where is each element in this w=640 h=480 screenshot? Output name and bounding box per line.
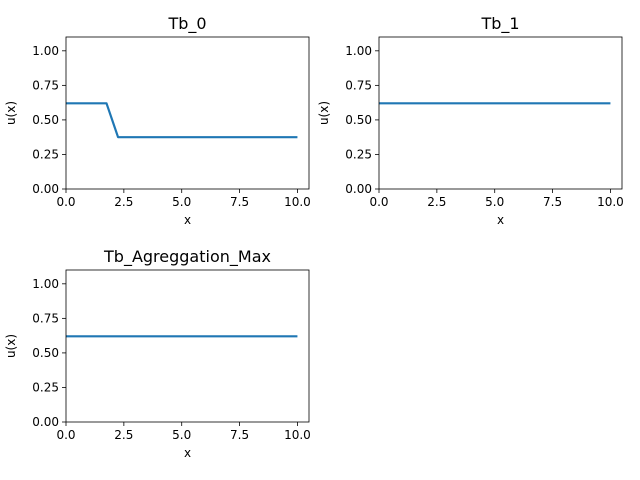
y-axis-label: u(x) bbox=[317, 101, 331, 125]
subplot-2: 0.0 2.5 5.0 7.5 10.0 0.00 0.25 0.50 0.75 1.00 Tb_A… bbox=[4, 247, 311, 460]
y-tick-label: 1.00 bbox=[32, 277, 59, 291]
chart-title: Tb_0 bbox=[167, 14, 206, 34]
y-axis-label: u(x) bbox=[4, 101, 18, 125]
x-tick-label: 10.0 bbox=[597, 195, 624, 209]
y-tick-label: 0.75 bbox=[32, 311, 59, 325]
axes-frame bbox=[65, 269, 310, 423]
y-tick-label: 0.25 bbox=[345, 147, 372, 161]
x-tick-label: 7.5 bbox=[543, 195, 562, 209]
axes-frame bbox=[65, 36, 310, 190]
y-tick-label: 0.25 bbox=[32, 380, 59, 394]
y-tick-label: 0.75 bbox=[345, 78, 372, 92]
y-axis-label: u(x) bbox=[4, 334, 18, 358]
subplot-1: 0.0 2.5 5.0 7.5 10.0 0.00 0.25 0.50 0.75 1.00 Tb_1… bbox=[317, 14, 624, 227]
chart-title: Tb_1 bbox=[480, 14, 519, 34]
x-tick-label: 5.0 bbox=[172, 195, 191, 209]
x-tick-label: 0.0 bbox=[56, 195, 75, 209]
x-axis-label: x bbox=[184, 446, 191, 460]
x-tick-label: 7.5 bbox=[230, 428, 249, 442]
x-tick-label: 5.0 bbox=[485, 195, 504, 209]
x-tick-label: 0.0 bbox=[56, 428, 75, 442]
x-tick-label: 10.0 bbox=[284, 195, 311, 209]
y-tick-label: 0.00 bbox=[345, 182, 372, 196]
subplot-0: 0.0 2.5 5.0 7.5 10.0 0.00 0.25 0.50 0.75 1.00 Tb_0… bbox=[4, 14, 311, 227]
x-tick-label: 2.5 bbox=[114, 195, 133, 209]
y-tick-label: 0.25 bbox=[32, 147, 59, 161]
y-tick-label: 0.50 bbox=[32, 346, 59, 360]
x-tick-label: 0.0 bbox=[369, 195, 388, 209]
x-tick-label: 7.5 bbox=[230, 195, 249, 209]
y-tick-label: 1.00 bbox=[345, 44, 372, 58]
series-line-0 bbox=[66, 102, 298, 139]
x-tick-label: 2.5 bbox=[427, 195, 446, 209]
chart-title: Tb_Agreggation_Max bbox=[103, 247, 271, 267]
x-tick-label: 2.5 bbox=[114, 428, 133, 442]
y-tick-label: 0.50 bbox=[32, 113, 59, 127]
y-tick-label: 0.00 bbox=[32, 415, 59, 429]
x-axis-label: x bbox=[497, 213, 504, 227]
y-tick-label: 0.75 bbox=[32, 78, 59, 92]
axes-frame bbox=[378, 36, 623, 190]
y-tick-label: 0.50 bbox=[345, 113, 372, 127]
x-tick-label: 5.0 bbox=[172, 428, 191, 442]
x-tick-label: 10.0 bbox=[284, 428, 311, 442]
x-axis-label: x bbox=[184, 213, 191, 227]
y-tick-label: 1.00 bbox=[32, 44, 59, 58]
y-tick-label: 0.00 bbox=[32, 182, 59, 196]
